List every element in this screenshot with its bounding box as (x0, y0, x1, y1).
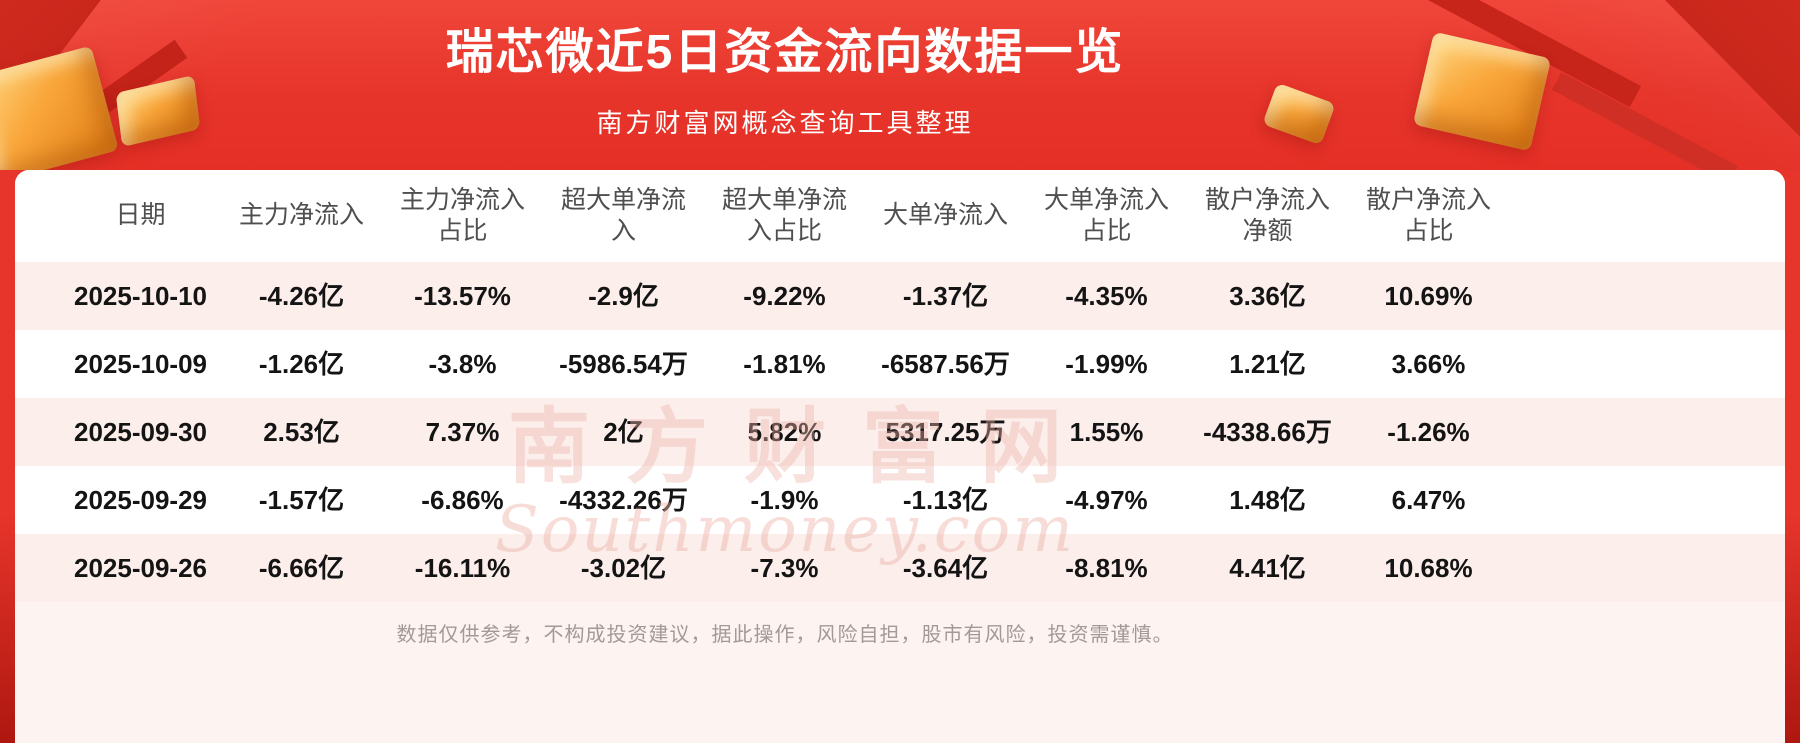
page-subtitle: 南方财富网概念查询工具整理 (596, 108, 974, 138)
cell-value: -9.22% (743, 280, 826, 311)
disclaimer-text: 数据仅供参考，不构成投资建议，据此操作，风险自担，股市有风险，投资需谨慎。 (396, 624, 1174, 646)
table-row: 2025-09-29 -1.57亿 -6.86% -4332.26万 -1.9%… (15, 466, 1785, 534)
cell-value: 1.55% (1069, 416, 1144, 447)
cell-value: -3.02亿 (580, 552, 667, 583)
page-title: 瑞芯微近5日资金流向数据一览 (445, 26, 1125, 79)
cell-value: 2.53亿 (263, 416, 340, 447)
fund-flow-table: 日期 主力净流入 主力净流入占比 超大单净流入 超大单净流入占比 大单净流入 大… (15, 170, 1785, 602)
cell-value: -13.57% (414, 280, 511, 311)
cell-value: -6587.56万 (881, 348, 1010, 379)
cell-value: -3.64亿 (902, 552, 989, 583)
cell-value: -1.81% (743, 348, 826, 379)
cell-value: 1.21亿 (1229, 348, 1306, 379)
cell-value: -8.81% (1065, 552, 1148, 583)
header-cell-main-net-inflow-pct: 主力净流入占比 (399, 185, 525, 245)
cell-value: 5317.25万 (885, 416, 1006, 447)
data-card: 日期 主力净流入 主力净流入占比 超大单净流入 超大单净流入占比 大单净流入 大… (15, 170, 1785, 743)
cell-value: -5986.54万 (559, 348, 688, 379)
header-cell-retail-net-inflow-pct: 散户净流入占比 (1365, 185, 1491, 245)
header-cell-date: 日期 (115, 201, 166, 230)
cell-value: 7.37% (425, 416, 500, 447)
cell-value: -4.35% (1065, 280, 1148, 311)
cell-value: 6.47% (1391, 484, 1466, 515)
cell-value: 3.66% (1391, 348, 1466, 379)
edge-accent-bottom-left-decoration (0, 513, 15, 743)
table-row: 2025-09-30 2.53亿 7.37% 2亿 5.82% 5317.25万… (15, 398, 1785, 466)
cell-value: 5.82% (747, 416, 822, 447)
cell-value: -4.26亿 (258, 280, 345, 311)
cell-value: -4.97% (1065, 484, 1148, 515)
cell-value: -1.37亿 (902, 280, 989, 311)
cell-value: 10.69% (1384, 280, 1473, 311)
cell-value: -16.11% (414, 552, 511, 583)
cell-value: -1.13亿 (902, 484, 989, 515)
cell-value: -1.26亿 (258, 348, 345, 379)
cell-date: 2025-09-26 (74, 552, 207, 583)
cell-value: -4338.66万 (1203, 416, 1332, 447)
cell-value: -1.99% (1065, 348, 1148, 379)
cell-value: -7.3% (750, 552, 819, 583)
cell-date: 2025-09-30 (74, 416, 207, 447)
cell-value: 3.36亿 (1229, 280, 1306, 311)
cell-value: 10.68% (1384, 552, 1473, 583)
header-cell-large-order-net-inflow-pct: 大单净流入占比 (1043, 185, 1169, 245)
banner-text-block: 瑞芯微近5日资金流向数据一览 南方财富网概念查询工具整理 (0, 0, 1570, 138)
cell-value: -4332.26万 (559, 484, 688, 515)
cell-date: 2025-09-29 (74, 484, 207, 515)
cell-value: -3.8% (428, 348, 497, 379)
cell-date: 2025-10-10 (74, 280, 207, 311)
table-row: 2025-10-10 -4.26亿 -13.57% -2.9亿 -9.22% -… (15, 262, 1785, 330)
header-cell-retail-net-inflow: 散户净流入净额 (1204, 185, 1330, 245)
table-header-row: 日期 主力净流入 主力净流入占比 超大单净流入 超大单净流入占比 大单净流入 大… (15, 170, 1785, 262)
header-cell-main-net-inflow: 主力净流入 (238, 201, 364, 230)
table-row: 2025-10-09 -1.26亿 -3.8% -5986.54万 -1.81%… (15, 330, 1785, 398)
footer-band (15, 602, 1785, 743)
cell-value: -1.9% (750, 484, 819, 515)
cell-value: 4.41亿 (1229, 552, 1306, 583)
edge-accent-bottom-right-decoration (1785, 513, 1800, 743)
table-row: 2025-09-26 -6.66亿 -16.11% -3.02亿 -7.3% -… (15, 534, 1785, 602)
cell-value: -6.66亿 (258, 552, 345, 583)
cell-value: 2亿 (603, 416, 644, 447)
top-banner (0, 0, 1800, 170)
cell-value: -1.26% (1387, 416, 1470, 447)
ribbon-strip-right-2-decoration (1552, 72, 1738, 170)
cell-value: 1.48亿 (1229, 484, 1306, 515)
cell-date: 2025-10-09 (74, 348, 207, 379)
header-cell-xl-order-net-inflow-pct: 超大单净流入占比 (721, 185, 847, 245)
cell-value: -6.86% (421, 484, 504, 515)
header-cell-large-order-net-inflow: 大单净流入 (882, 201, 1008, 230)
cell-value: -1.57亿 (258, 484, 345, 515)
cell-value: -2.9亿 (588, 280, 659, 311)
header-cell-xl-order-net-inflow: 超大单净流入 (560, 185, 686, 245)
